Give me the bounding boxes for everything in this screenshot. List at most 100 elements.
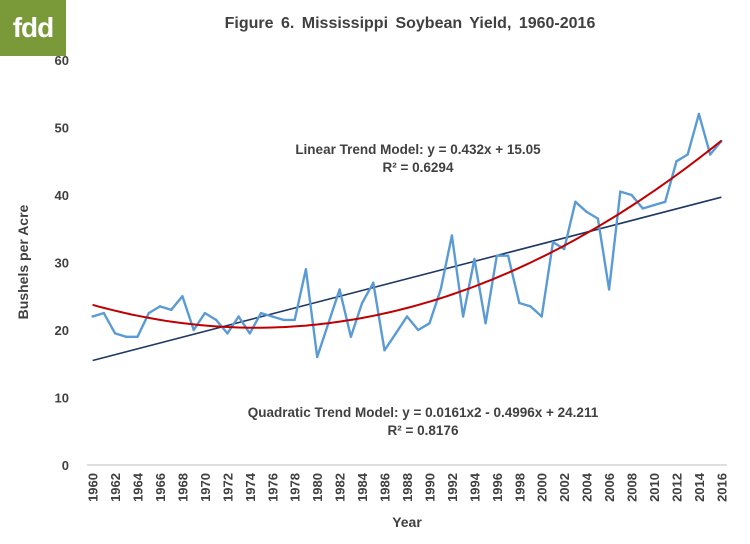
quadratic-r2-label: R² = 0.8176 <box>388 423 459 438</box>
yield-point <box>147 311 150 315</box>
yield-point <box>248 332 252 335</box>
x-tick-label: 1982 <box>333 473 348 502</box>
yield-point <box>585 210 588 214</box>
x-tick-label: 2010 <box>647 473 662 502</box>
y-tick-label: 30 <box>55 256 69 271</box>
yield-point <box>349 335 353 338</box>
yield-point <box>372 281 375 284</box>
yield-point <box>596 217 600 220</box>
x-tick-label: 2004 <box>580 472 595 502</box>
series-group <box>91 112 723 362</box>
x-tick-label: 1964 <box>131 472 146 502</box>
quadratic-trend-line <box>92 139 723 329</box>
y-tick-label: 10 <box>55 391 69 406</box>
yield-point <box>271 315 274 318</box>
yield-point <box>360 301 364 305</box>
x-tick-label: 1962 <box>108 473 123 502</box>
yield-point <box>641 207 644 210</box>
yield-point <box>192 328 195 332</box>
yield-point <box>529 305 532 308</box>
yield-point <box>113 332 117 335</box>
yield-point <box>293 318 296 322</box>
yield-point <box>315 355 319 359</box>
yield-point <box>473 257 476 261</box>
yield-point <box>607 288 611 291</box>
x-tick-label: 1960 <box>86 473 101 502</box>
yield-point <box>237 315 240 318</box>
yield-point <box>450 234 454 237</box>
yield-point <box>282 318 285 322</box>
x-tick-label: 1988 <box>400 473 415 502</box>
x-tick-label: 1998 <box>512 473 527 502</box>
yield-point <box>551 241 555 244</box>
x-tick-label: 1990 <box>422 473 437 502</box>
x-tick-label: 2006 <box>602 473 617 502</box>
fdd-logo: fdd <box>0 0 66 56</box>
x-tick-label: 2014 <box>692 472 707 502</box>
x-tick-label: 1970 <box>198 473 213 502</box>
y-tick-label: 20 <box>55 323 69 338</box>
x-tick-label: 1972 <box>220 473 235 502</box>
yield-point <box>506 254 510 257</box>
yield-point <box>686 153 689 156</box>
yield-point <box>383 349 386 352</box>
yield-point <box>338 288 341 291</box>
yield-point <box>405 315 409 318</box>
quadratic-model-label: Quadratic Trend Model: y = 0.0161x2 - 0.… <box>248 405 599 420</box>
x-tick-label: 1992 <box>445 473 460 502</box>
yield-point <box>562 247 566 251</box>
yield-point <box>439 288 442 291</box>
x-tick-label: 1996 <box>490 473 505 502</box>
yield-point <box>675 160 678 163</box>
y-tick-labels: 0 10 20 30 40 50 60 <box>55 53 69 473</box>
yield-point <box>102 311 106 315</box>
yield-point <box>181 295 184 298</box>
x-tick-label: 1966 <box>153 473 168 502</box>
chart-title: Figure 6. Mississippi Soybean Yield, 196… <box>224 15 596 32</box>
yield-point <box>417 328 420 332</box>
x-tick-label: 2008 <box>625 473 640 502</box>
yield-point <box>518 301 521 305</box>
x-axis-label: Year <box>392 514 422 530</box>
yield-point <box>495 254 499 257</box>
linear-trend-line <box>92 196 722 362</box>
yield-point <box>226 332 229 335</box>
x-tick-label: 1974 <box>243 472 258 502</box>
yield-point <box>697 112 701 116</box>
yield-point <box>484 322 487 325</box>
yield-point <box>394 332 397 335</box>
yield-point <box>214 318 218 322</box>
y-tick-label: 0 <box>62 458 69 473</box>
linear-model-label: Linear Trend Model: y = 0.432x + 15.05 <box>295 142 541 157</box>
x-tick-label: 1984 <box>355 472 370 502</box>
yield-point <box>170 308 173 311</box>
x-tick-label: 2012 <box>669 473 684 502</box>
x-tick-label: 2000 <box>535 473 550 502</box>
y-tick-label: 50 <box>55 121 69 136</box>
yield-point <box>574 200 577 203</box>
yield-point <box>540 315 543 318</box>
y-tick-label: 40 <box>55 188 69 203</box>
linear-r2-label: R² = 0.6294 <box>383 160 454 175</box>
yield-point <box>304 268 308 271</box>
yield-point <box>664 200 667 203</box>
x-tick-label: 1980 <box>310 473 325 502</box>
yield-point <box>428 322 431 325</box>
x-tick-label: 1978 <box>288 473 303 502</box>
x-tick-label: 2002 <box>557 473 572 502</box>
y-tick-label: 60 <box>55 53 69 68</box>
y-axis-label: Bushels per Acre <box>15 204 31 319</box>
yield-point <box>259 311 263 315</box>
yield-point <box>652 203 656 207</box>
yield-point <box>461 315 465 318</box>
x-tick-label: 1986 <box>378 473 393 502</box>
yield-point <box>619 190 622 193</box>
x-tick-label: 2016 <box>714 473 729 502</box>
yield-point <box>203 311 207 315</box>
yield-point <box>630 193 633 197</box>
yield-point <box>136 335 139 338</box>
x-tick-label: 1994 <box>467 472 482 502</box>
yield-point <box>708 153 712 156</box>
x-tick-labels: 1960 1962 1964 1966 1968 1970 1972 1974 1976 1978… <box>86 472 730 502</box>
